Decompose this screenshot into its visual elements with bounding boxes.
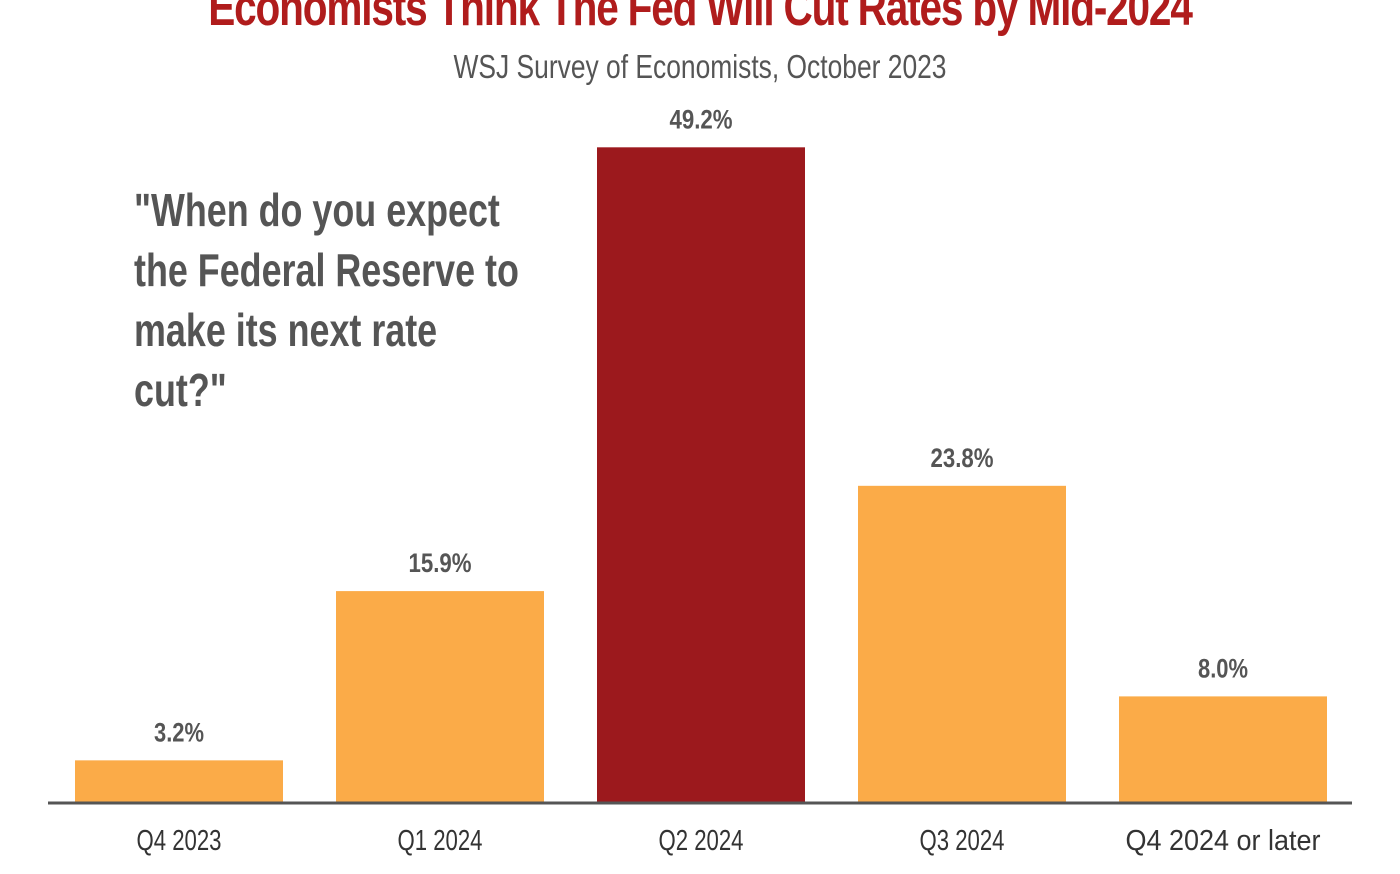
x-tick-label: Q4 2023 <box>137 825 222 857</box>
bar-q1-2024 <box>336 591 544 803</box>
data-label: 15.9% <box>409 548 472 578</box>
x-tick-labels-group: Q4 2023 Q1 2024 Q2 2024 Q3 2024 Q4 2024 or l… <box>137 825 1321 857</box>
x-tick-label: Q1 2024 <box>398 825 483 857</box>
data-labels-group: 3.2% 15.9% 49.2% 23.8% 8.0% <box>154 104 1248 747</box>
data-label: 49.2% <box>670 104 733 134</box>
data-label: 23.8% <box>931 443 994 473</box>
chart-subtitle: WSJ Survey of Economists, October 2023 <box>453 48 947 85</box>
data-label: 3.2% <box>154 717 204 747</box>
bars-group <box>75 147 1327 804</box>
data-label: 8.0% <box>1198 653 1248 683</box>
bar-q2-2024 <box>597 147 805 804</box>
bar-q4-2023 <box>75 760 283 803</box>
survey-question-annotation: "When do you expect the Federal Reserve … <box>134 184 519 416</box>
chart-title: Economists Think The Fed Will Cut Rates … <box>208 0 1193 37</box>
x-tick-label: Q2 2024 <box>659 825 744 857</box>
x-tick-label: Q3 2024 <box>920 825 1005 857</box>
x-tick-label: Q4 2024 or later <box>1126 825 1321 857</box>
bar-q3-2024 <box>858 485 1066 803</box>
bar-q4-2024-or-later <box>1119 696 1327 803</box>
